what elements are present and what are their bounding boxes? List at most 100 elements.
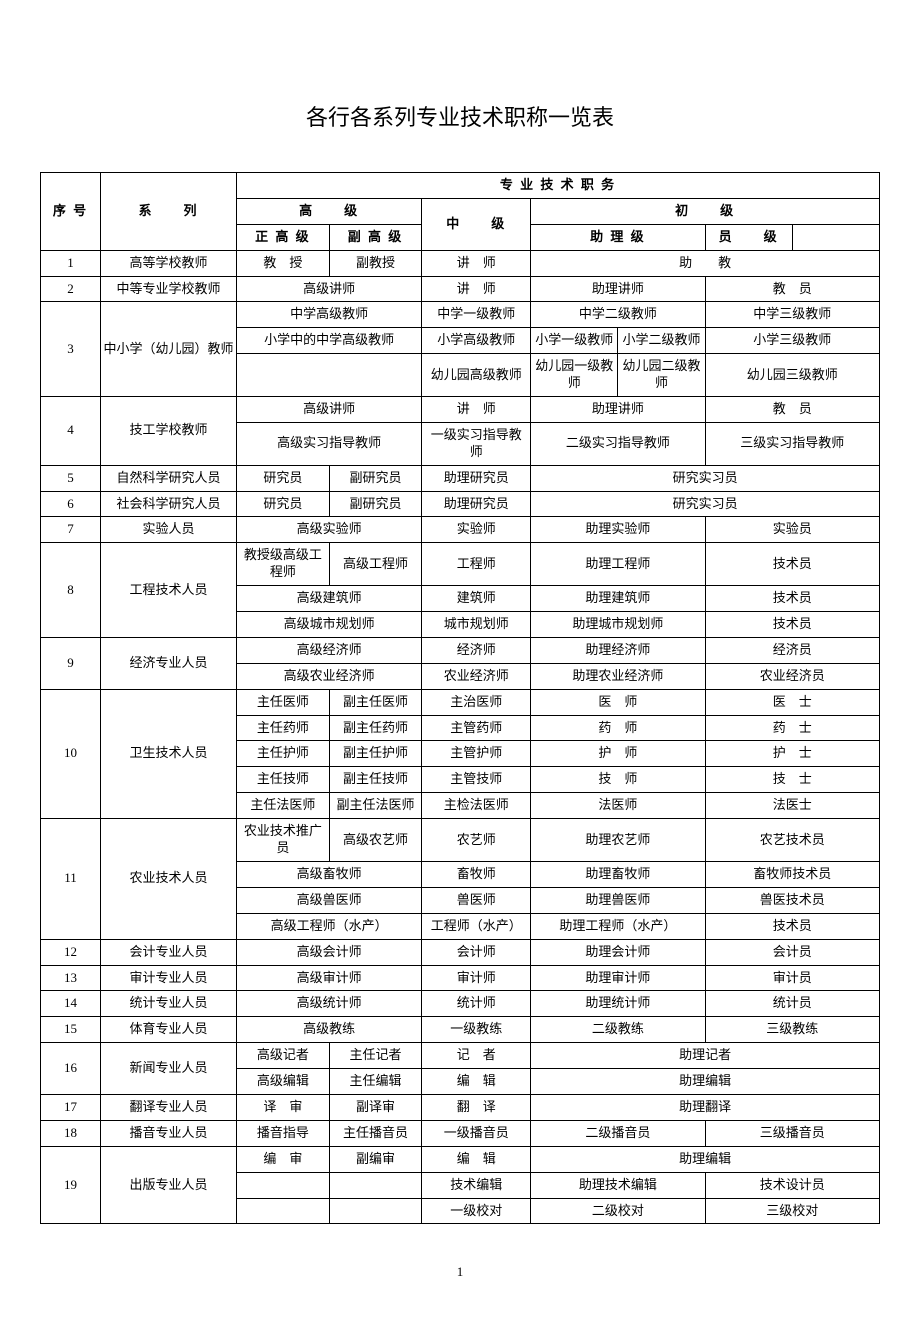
cell: 研究员 <box>237 465 330 491</box>
cell: 助理实验师 <box>531 517 705 543</box>
hdr-series: 系 列 <box>100 173 236 251</box>
cell: 副研究员 <box>329 465 422 491</box>
cell: 农业经济员 <box>705 663 879 689</box>
row-9a: 9 经济专业人员 高级经济师 经济师 助理经济师 经济员 <box>41 637 880 663</box>
cell: 二级播音员 <box>531 1120 705 1146</box>
cell: 出版专业人员 <box>100 1146 236 1224</box>
cell: 体育专业人员 <box>100 1017 236 1043</box>
cell: 15 <box>41 1017 101 1043</box>
cell: 7 <box>41 517 101 543</box>
cell: 社会科学研究人员 <box>100 491 236 517</box>
cell: 主任技师 <box>237 767 330 793</box>
hdr-junior-member: 员 级 <box>705 224 792 250</box>
cell: 一级教练 <box>422 1017 531 1043</box>
cell: 助理翻译 <box>531 1094 880 1120</box>
cell: 小学三级教师 <box>705 328 879 354</box>
cell: 讲 师 <box>422 276 531 302</box>
cell: 高级讲师 <box>237 276 422 302</box>
cell: 法医士 <box>705 793 879 819</box>
cell: 幼儿园一级教师 <box>531 354 618 397</box>
row-8a: 8 工程技术人员 教授级高级工程师 高级工程师 工程师 助理工程师 技术员 <box>41 543 880 586</box>
cell: 高级实验师 <box>237 517 422 543</box>
cell: 副主任药师 <box>329 715 422 741</box>
cell: 高级统计师 <box>237 991 422 1017</box>
cell: 经济员 <box>705 637 879 663</box>
cell <box>329 1172 422 1198</box>
row-10a: 10 卫生技术人员 主任医师 副主任医师 主治医师 医 师 医 士 <box>41 689 880 715</box>
cell: 19 <box>41 1146 101 1224</box>
cell: 高级教练 <box>237 1017 422 1043</box>
cell: 小学一级教师 <box>531 328 618 354</box>
cell: 主任医师 <box>237 689 330 715</box>
hdr-senior: 高 级 <box>237 198 422 224</box>
cell: 会计师 <box>422 939 531 965</box>
cell: 经济师 <box>422 637 531 663</box>
cell: 农艺技术员 <box>705 819 879 862</box>
cell: 幼儿园高级教师 <box>422 354 531 397</box>
cell: 小学中的中学高级教师 <box>237 328 422 354</box>
cell: 主任药师 <box>237 715 330 741</box>
cell: 自然科学研究人员 <box>100 465 236 491</box>
cell: 一级播音员 <box>422 1120 531 1146</box>
row-15: 15 体育专业人员 高级教练 一级教练 二级教练 三级教练 <box>41 1017 880 1043</box>
cell: 高级工程师（水产） <box>237 913 422 939</box>
cell: 研究员 <box>237 491 330 517</box>
cell: 副主任法医师 <box>329 793 422 819</box>
cell: 助理讲师 <box>531 397 705 423</box>
cell: 技术员 <box>705 586 879 612</box>
cell: 新闻专业人员 <box>100 1043 236 1095</box>
row-6: 6 社会科学研究人员 研究员 副研究员 助理研究员 研究实习员 <box>41 491 880 517</box>
hdr-senior-deputy: 副 高 级 <box>329 224 422 250</box>
cell: 5 <box>41 465 101 491</box>
row-1: 1 高等学校教师 教 授 副教授 讲 师 助 教 <box>41 250 880 276</box>
cell: 教 员 <box>705 397 879 423</box>
cell: 编 辑 <box>422 1069 531 1095</box>
cell: 研究实习员 <box>531 465 880 491</box>
cell: 农艺师 <box>422 819 531 862</box>
cell: 副主任医师 <box>329 689 422 715</box>
cell: 副教授 <box>329 250 422 276</box>
cell: 审计员 <box>705 965 879 991</box>
row-3a: 3 中小学（幼儿园）教师 中学高级教师 中学一级教师 中学二级教师 中学三级教师 <box>41 302 880 328</box>
cell: 审计师 <box>422 965 531 991</box>
cell: 二级校对 <box>531 1198 705 1224</box>
cell: 助理畜牧师 <box>531 861 705 887</box>
cell: 高级讲师 <box>237 397 422 423</box>
cell: 助理农业经济师 <box>531 663 705 689</box>
cell: 助理兽医师 <box>531 887 705 913</box>
cell: 技术员 <box>705 612 879 638</box>
cell: 实验人员 <box>100 517 236 543</box>
cell <box>237 1172 330 1198</box>
cell: 高级实习指导教师 <box>237 422 422 465</box>
row-13: 13 审计专业人员 高级审计师 审计师 助理审计师 审计员 <box>41 965 880 991</box>
cell <box>329 1198 422 1224</box>
cell: 农业技术人员 <box>100 819 236 939</box>
cell: 副译审 <box>329 1094 422 1120</box>
cell: 高级经济师 <box>237 637 422 663</box>
cell: 统计专业人员 <box>100 991 236 1017</box>
cell: 助理编辑 <box>531 1146 880 1172</box>
cell: 14 <box>41 991 101 1017</box>
cell: 助理经济师 <box>531 637 705 663</box>
cell: 技术编辑 <box>422 1172 531 1198</box>
cell: 高级建筑师 <box>237 586 422 612</box>
cell: 工程师 <box>422 543 531 586</box>
cell: 三级校对 <box>705 1198 879 1224</box>
cell: 实验员 <box>705 517 879 543</box>
row-17: 17 翻译专业人员 译 审 副译审 翻 译 助理翻译 <box>41 1094 880 1120</box>
cell: 会计专业人员 <box>100 939 236 965</box>
cell: 副主任护师 <box>329 741 422 767</box>
row-16a: 16 新闻专业人员 高级记者 主任记者 记 者 助理记者 <box>41 1043 880 1069</box>
cell: 2 <box>41 276 101 302</box>
cell: 教 授 <box>237 250 330 276</box>
cell: 主管药师 <box>422 715 531 741</box>
cell: 讲 师 <box>422 397 531 423</box>
cell: 农业技术推广员 <box>237 819 330 862</box>
row-19a: 19 出版专业人员 编 审 副编审 编 辑 助理编辑 <box>41 1146 880 1172</box>
cell: 畜牧师 <box>422 861 531 887</box>
hdr-junior-blank <box>792 224 879 250</box>
cell: 3 <box>41 302 101 397</box>
cell: 助理研究员 <box>422 465 531 491</box>
cell: 高等学校教师 <box>100 250 236 276</box>
row-18: 18 播音专业人员 播音指导 主任播音员 一级播音员 二级播音员 三级播音员 <box>41 1120 880 1146</box>
